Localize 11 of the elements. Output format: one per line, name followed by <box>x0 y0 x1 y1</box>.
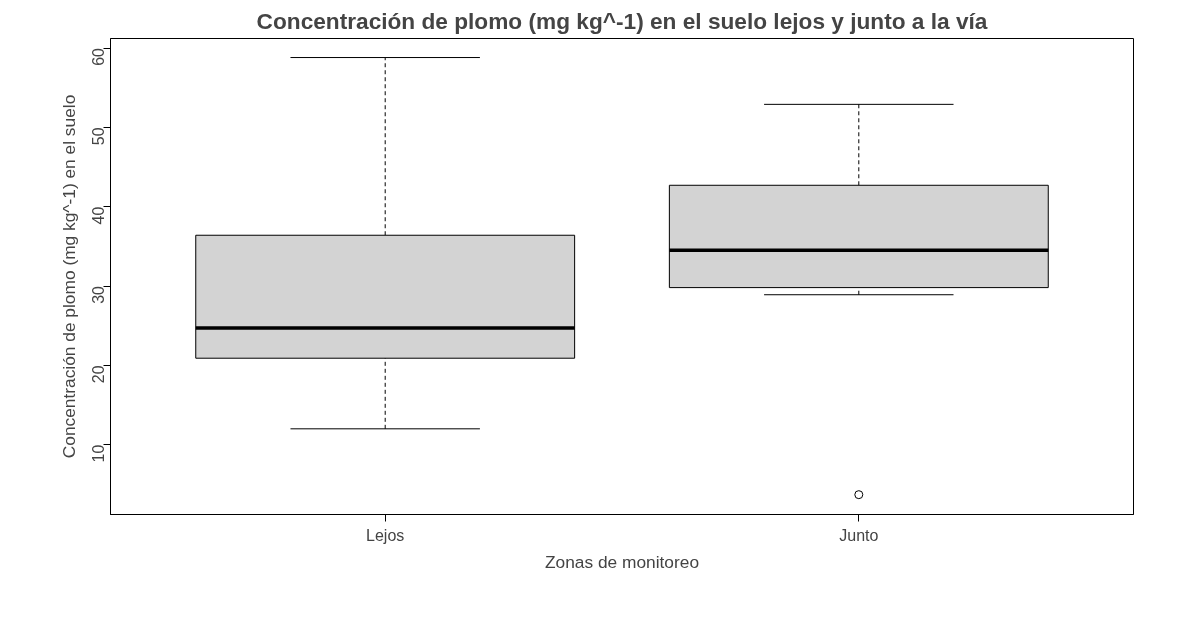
y-tick-label: 60 <box>90 47 108 66</box>
y-tick-label: 50 <box>90 127 108 146</box>
x-axis-title: Zonas de monitoreo <box>544 551 700 572</box>
y-tick-label: 10 <box>90 444 108 463</box>
x-tick-label: Lejos <box>366 526 405 544</box>
chart-title: Concentración de plomo (mg kg^-1) en el suelo lejos y junto a la vía <box>256 7 988 34</box>
y-axis-title: Concentración de plomo (mg kg^-1) en el suelo <box>58 94 79 459</box>
y-tick-label: 20 <box>90 365 108 384</box>
y-tick-label: 40 <box>90 206 108 225</box>
y-tick-label: 30 <box>90 285 108 304</box>
x-tick-label: Junto <box>839 526 879 544</box>
